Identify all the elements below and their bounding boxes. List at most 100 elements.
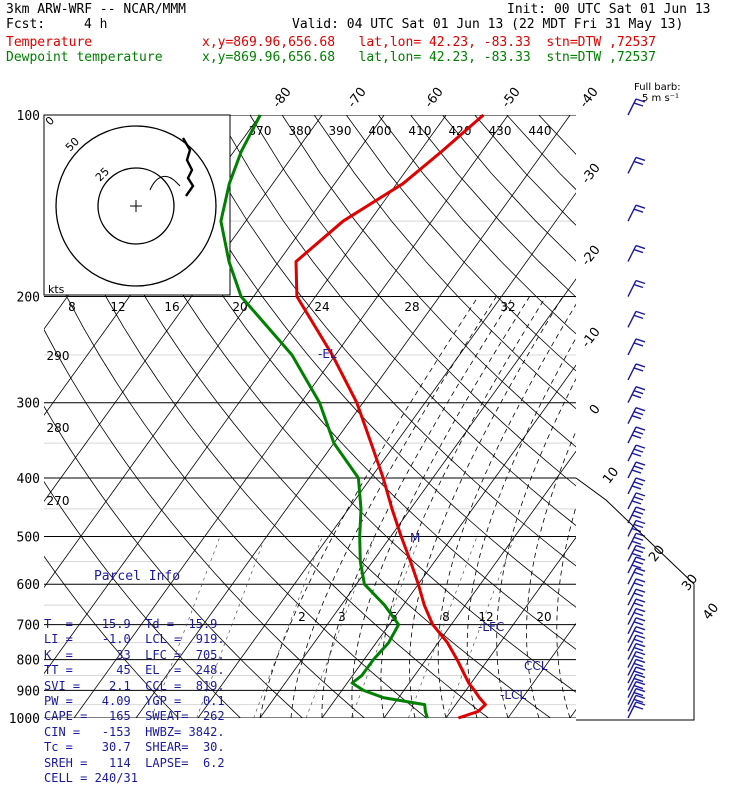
mixing-label-bottom-8: 8 xyxy=(442,610,450,624)
wind-barb-staff xyxy=(628,339,636,355)
wind-barb-staff xyxy=(628,627,636,643)
pressure-label-600: 600 xyxy=(17,578,40,593)
wind-barb-flag xyxy=(636,427,645,430)
isotherm-label--30: -30 xyxy=(579,161,604,187)
wind-barb-flag xyxy=(636,157,645,160)
isotherm-10 xyxy=(384,115,740,718)
wind-barb-flag xyxy=(632,541,641,544)
wind-barb-flag xyxy=(636,246,645,249)
pressure-label-900: 900 xyxy=(17,684,40,699)
wind-barb-400 xyxy=(628,462,645,478)
wind-barb-125 xyxy=(628,157,645,173)
wind-barb-staff xyxy=(628,674,636,690)
dry-adiabat-440 xyxy=(475,115,740,718)
isotherm-50 xyxy=(632,115,740,718)
wind-barb-flag xyxy=(634,549,643,552)
wind-barb-flag xyxy=(632,553,641,556)
mixing-label-top-8: 8 xyxy=(68,300,76,314)
dry-adiabat-400 xyxy=(346,115,740,718)
parcel-row: T = 15.9 Td = 15.9 xyxy=(44,617,230,632)
wind-barb-flag xyxy=(636,702,645,705)
el-marker: -EL xyxy=(318,347,337,361)
dry-adiabat-410 xyxy=(378,115,740,718)
theta-label-380: 380 xyxy=(289,124,312,138)
wind-barb-150 xyxy=(628,205,645,221)
pressure-label-1000: 1000 xyxy=(9,712,40,727)
wind-barb-flag xyxy=(632,395,641,398)
wind-barb-flag xyxy=(636,545,645,548)
parcel-row: PW = 4.09 YGP = 0.1 xyxy=(44,694,230,709)
pressure-label-300: 300 xyxy=(17,397,40,412)
wind-barb-325 xyxy=(628,408,645,424)
wind-barb-flag xyxy=(636,652,645,655)
isotherm-label--70: -70 xyxy=(345,85,370,111)
wind-barb-flag xyxy=(634,343,643,346)
moist-adiabat-40 xyxy=(557,297,669,719)
wind-barb-flag xyxy=(634,671,643,674)
wind-barb-flag xyxy=(634,639,643,642)
wind-barb-225 xyxy=(628,311,645,327)
wind-barb-flag xyxy=(636,507,645,510)
wind-barb-flag xyxy=(634,497,643,500)
wind-barb-flag xyxy=(636,520,645,523)
parcel-row: Tc = 30.7 SHEAR= 30. xyxy=(44,740,230,755)
wind-barb-flag xyxy=(634,391,643,394)
wind-barb-300 xyxy=(628,387,645,403)
wind-barb-flag xyxy=(634,603,643,606)
mixing-label-top-28: 28 xyxy=(404,300,419,314)
wind-barb-flag xyxy=(636,644,645,647)
isotherm-label-30: 30 xyxy=(679,572,701,594)
wind-barb-flag xyxy=(636,462,645,465)
wind-barb-flag xyxy=(636,682,645,685)
moist-adiabat-15 xyxy=(410,297,563,719)
wind-barb-flag xyxy=(636,205,645,208)
dry-theta-label-280: 280 xyxy=(47,421,70,435)
mixing-label-top-12: 12 xyxy=(110,300,125,314)
wind-barb-flag xyxy=(634,103,643,106)
wind-barb-staff xyxy=(628,99,636,115)
wind-barb-350 xyxy=(628,427,645,443)
wind-barb-flag xyxy=(636,667,645,670)
wind-barb-flag xyxy=(634,315,643,318)
moist-adiabat-30 xyxy=(497,297,621,719)
isotherm-label--50: -50 xyxy=(499,85,524,111)
wind-barb-1000 xyxy=(628,702,645,718)
parcel-row: LI = -1.0 LCL = 919. xyxy=(44,632,230,647)
wind-barb-250 xyxy=(628,339,645,355)
parcel-row: CAPE = 165 SWEAT= 262 xyxy=(44,709,230,724)
wind-barb-flag xyxy=(634,686,643,689)
theta-label-390: 390 xyxy=(329,124,352,138)
wind-barb-flag xyxy=(636,408,645,411)
m-marker: M xyxy=(410,531,420,545)
wind-barb-375 xyxy=(628,445,645,461)
mixing-label-bottom-3: 3 xyxy=(338,610,346,624)
wind-barb-flag xyxy=(632,565,641,568)
wind-barb-flag xyxy=(636,493,645,496)
wind-barb-flag xyxy=(634,656,643,659)
wind-barb-flag xyxy=(636,627,645,630)
wind-barb-flag xyxy=(636,695,645,698)
pressure-label-200: 200 xyxy=(17,291,40,306)
isotherm-label-20: 20 xyxy=(646,543,668,565)
wind-barb-staff xyxy=(628,157,636,173)
mixing-label-top-24: 24 xyxy=(314,300,329,314)
wind-barb-flag xyxy=(634,613,643,616)
dry-adiabat-420 xyxy=(411,115,740,718)
isotherm-label--80: -80 xyxy=(270,85,295,111)
wind-barb-flag xyxy=(634,431,643,434)
wind-barb-flag xyxy=(634,285,643,288)
wind-barb-flag xyxy=(634,561,643,564)
wind-barb-100 xyxy=(628,99,645,115)
theta-label-400: 400 xyxy=(369,124,392,138)
parcel-row: SREH = 114 LAPSE= 6.2 xyxy=(44,756,230,771)
wind-barb-flag xyxy=(636,674,645,677)
isotherm-label-40: 40 xyxy=(700,601,722,623)
parcel-info-title: Parcel Info xyxy=(44,569,230,584)
pressure-label-100: 100 xyxy=(17,109,40,124)
mixing-label-top-16: 16 xyxy=(164,300,179,314)
wind-barb-flag xyxy=(634,250,643,253)
pressure-label-400: 400 xyxy=(17,472,40,487)
isotherm--120 xyxy=(0,115,12,718)
